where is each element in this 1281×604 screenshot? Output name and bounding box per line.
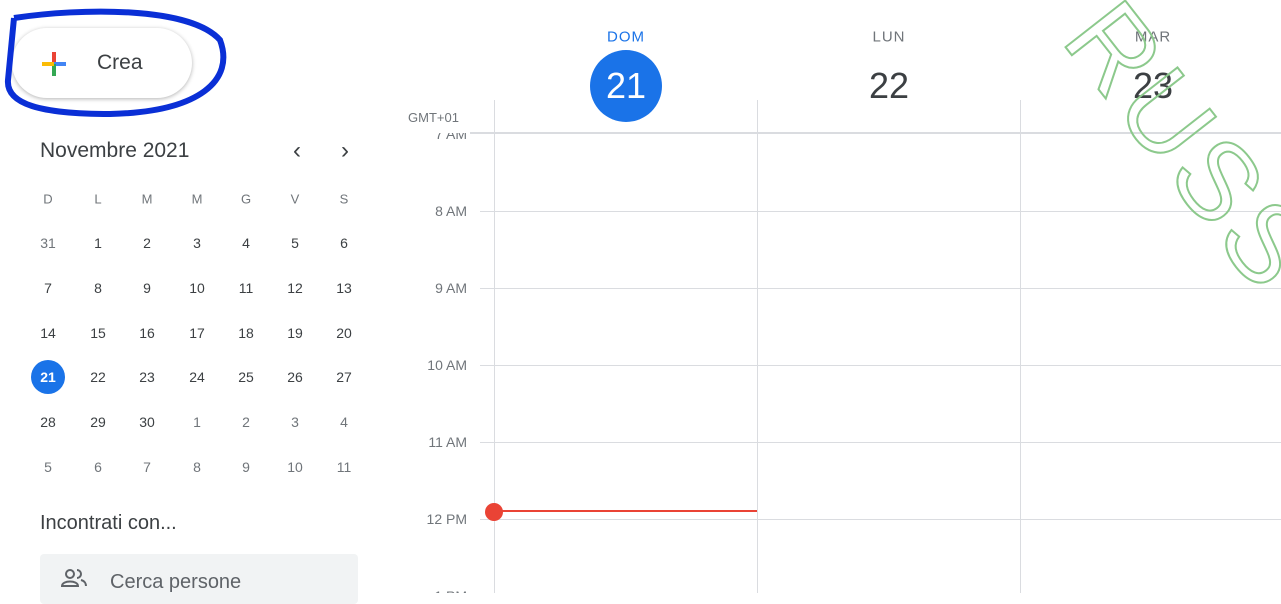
hour-label: 9 AM xyxy=(435,280,467,296)
plus-icon xyxy=(42,52,66,76)
hour-line xyxy=(480,211,1281,212)
day-date[interactable]: 21 xyxy=(590,50,662,122)
hour-line xyxy=(480,442,1281,443)
day-name: MAR xyxy=(1135,29,1171,46)
day-date[interactable]: 22 xyxy=(869,65,909,107)
hour-line xyxy=(480,365,1281,366)
day-date[interactable]: 23 xyxy=(1133,65,1173,107)
hour-label: 12 PM xyxy=(427,511,467,527)
now-dot xyxy=(485,503,503,521)
create-label: Crea xyxy=(97,51,143,75)
time-grid: 7 AM 8 AM 9 AM 10 AM 11 AM 12 PM 1 PM xyxy=(0,133,1281,593)
now-line xyxy=(494,510,757,512)
hour-label: 8 AM xyxy=(435,203,467,219)
hour-label: 10 AM xyxy=(427,357,467,373)
day-name: DOM xyxy=(607,29,645,46)
page: Crea Novembre 2021 ‹ › DLMMGVS3112345678… xyxy=(0,0,1281,593)
hour-label: 1 PM xyxy=(434,588,467,593)
hour-label: 7 AM xyxy=(435,133,467,142)
timezone: GMT+01 xyxy=(408,110,459,125)
hour-line xyxy=(480,288,1281,289)
create-button[interactable]: Crea xyxy=(12,28,192,98)
day-name: LUN xyxy=(872,29,905,46)
hour-line xyxy=(480,519,1281,520)
hour-label: 11 AM xyxy=(428,434,467,450)
